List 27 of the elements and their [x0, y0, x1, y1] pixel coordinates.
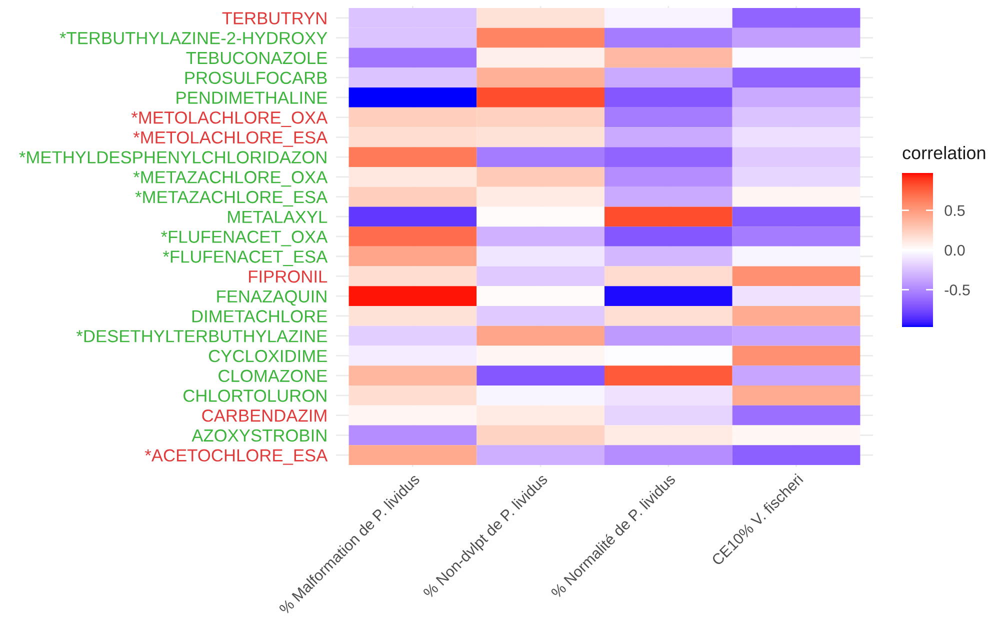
y-tick-label: *TERBUTHYLAZINE-2-HYDROXY	[60, 32, 328, 44]
y-tick-label: PENDIMETHALINE	[176, 92, 327, 104]
y-tick-label: *FLUFENACET_ESA	[162, 250, 328, 266]
y-tick-label: *METOLACHLORE_OXA	[131, 111, 328, 128]
y-tick-label: TEBUCONAZOLE	[186, 52, 327, 64]
y-tick-label: CARBENDAZIM	[202, 410, 326, 422]
y-tick-label: CHLORTOLURON	[184, 390, 326, 402]
color-bar-label: 0.5	[944, 205, 965, 216]
color-bar-title: correlation	[902, 146, 986, 160]
y-tick-label: *FLUFENACET_OXA	[161, 230, 328, 246]
y-tick-label: AZOXYSTROBIN	[192, 429, 326, 442]
color-bar-label: -0.5	[944, 284, 970, 296]
color-bar-label: 0.0	[944, 244, 965, 256]
y-tick-label: *METHYLDESPHENYLCHLORIDAZON	[19, 151, 326, 164]
y-tick-label: CLOMAZONE	[218, 370, 327, 382]
y-tick-label: PROSULFOCARB	[185, 72, 327, 84]
y-tick-label: FIPRONIL	[249, 270, 328, 283]
y-tick-label: *METAZACHLORE_OXA	[133, 171, 328, 187]
y-tick-label: CYCLOXIDIME	[208, 350, 327, 362]
y-tick-label: TERBUTRYN	[222, 12, 326, 24]
y-tick-label: FENAZAQUIN	[217, 290, 326, 306]
y-tick-label: *DESETHYLTERBUTHYLAZINE	[76, 330, 327, 342]
y-tick-label: METALAXYL	[228, 210, 328, 223]
y-tick-label: *ACETOCHLORE_ESA	[144, 449, 328, 465]
y-tick-label: DIMETACHLORE	[192, 310, 327, 322]
y-tick-label: *METOLACHLORE_ESA	[133, 131, 328, 147]
y-tick-label: *METAZACHLORE_ESA	[135, 190, 328, 206]
